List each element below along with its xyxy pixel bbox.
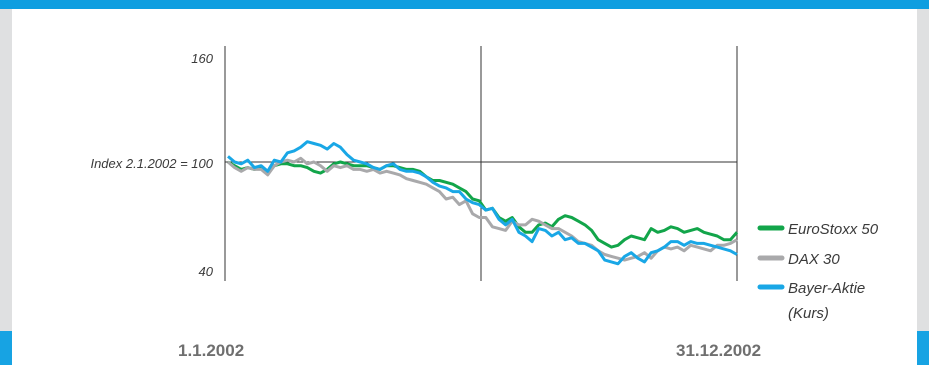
legend-label-eurostoxx: EuroStoxx 50 xyxy=(788,221,879,238)
y-tick-label-160: 160 xyxy=(191,51,213,66)
top-accent-bar xyxy=(0,0,929,9)
series-line-eurostoxx-50 xyxy=(227,160,739,249)
series-layer xyxy=(227,140,739,266)
y-tick-label-100: Index 2.1.2002 = 100 xyxy=(90,156,213,171)
y-tick-label-40: 40 xyxy=(199,264,214,279)
series-line-bayer-aktie-kurs xyxy=(227,140,738,266)
legend-label-bayer-line2: (Kurs) xyxy=(788,305,829,322)
left-accent-block xyxy=(0,331,12,365)
right-accent-block xyxy=(917,331,929,365)
chart-panel xyxy=(12,9,917,365)
series-line-dax-30 xyxy=(227,156,738,262)
axes-group xyxy=(224,46,738,281)
x-end-date-label: 31.12.2002 xyxy=(676,341,761,360)
x-start-date-label: 1.1.2002 xyxy=(178,341,244,360)
legend-label-dax: DAX 30 xyxy=(788,251,840,268)
legend-label-bayer: Bayer-Aktie xyxy=(788,280,865,297)
legend: EuroStoxx 50 DAX 30 Bayer-Aktie (Kurs) xyxy=(757,221,879,322)
